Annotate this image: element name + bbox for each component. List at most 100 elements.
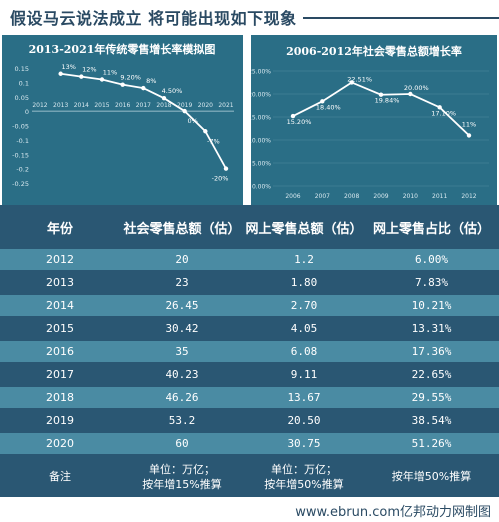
table-cell: 60 xyxy=(175,437,189,450)
chart1-xtick-label: 2014 xyxy=(74,102,89,109)
chart1-point xyxy=(79,74,84,79)
chart1-point xyxy=(58,71,63,76)
chart1-ytick-label: -0.05 xyxy=(12,123,29,131)
table-cell: 51.26% xyxy=(411,437,452,450)
chart1-point xyxy=(120,82,125,87)
table-cell: 40.23 xyxy=(165,368,199,381)
chart2-xtick-label: 2008 xyxy=(344,193,359,200)
headline: 假设马云说法成立 将可能出现如下现象 xyxy=(10,2,499,32)
chart2-point xyxy=(290,113,296,119)
chart2-point xyxy=(437,105,442,110)
chart1-data-label: 12% xyxy=(82,66,96,74)
headline-rule xyxy=(302,17,499,19)
table-cell: 23 xyxy=(175,276,189,289)
chart-traditional-retail-svg: 2013-2021年传统零售增长率模拟图 0.15 0.1 0.05 0 -0.05 -0.… xyxy=(12,42,234,188)
table-row: 2017 40.23 9.11 22.65% xyxy=(0,364,499,385)
table-row: 2018 46.26 13.67 29.55% xyxy=(0,387,499,408)
chart1-data-label: 0% xyxy=(188,117,198,125)
table-row: 2016 35 6.08 17.36% xyxy=(0,341,499,362)
table-cell: 29.55% xyxy=(411,391,452,404)
table-cell: 4.05 xyxy=(290,322,318,335)
chart1-xtick-label: 2021 xyxy=(218,102,233,109)
chart1-ytick-label: 0 xyxy=(25,108,29,116)
table-cell: 9.11 xyxy=(290,368,318,381)
chart2-ytick-label: 10.00% xyxy=(251,138,271,145)
chart2-data-label: 15.20% xyxy=(287,118,312,126)
chart2-xtick-label: 2012 xyxy=(461,193,476,200)
note-line: 按年增50%推算 xyxy=(264,477,344,491)
chart1-title: 2013-2021年传统零售增长率模拟图 xyxy=(29,42,216,56)
table-row: 2013 23 1.80 7.83% xyxy=(0,272,499,293)
table-cell: 2019 xyxy=(46,414,74,427)
table-cell: 2013 xyxy=(46,276,74,289)
table-cell: 2017 xyxy=(46,368,74,381)
table-cell: 2016 xyxy=(46,345,74,358)
chart1-data-label: 13% xyxy=(61,63,75,71)
chart1-xtick-label: 2016 xyxy=(115,102,130,109)
chart1-data-label: 8% xyxy=(146,77,156,85)
chart1-ytick-label: -0.15 xyxy=(12,151,29,159)
table-cell: 13.67 xyxy=(287,391,321,404)
table-cell: 46.26 xyxy=(165,391,199,404)
table-row: 2015 30.42 4.05 13.31% xyxy=(0,318,499,339)
table-row: 2012 20 1.2 6.00% xyxy=(0,249,499,270)
table-cell: 53.2 xyxy=(168,414,196,427)
chart2-data-label: 17.10% xyxy=(431,109,456,117)
table-cell: 20.50 xyxy=(287,414,321,427)
table-cell: 38.54% xyxy=(411,414,452,427)
table-header: 年份 社会零售总额（估） 网上零售总额（估） 网上零售占比（估） xyxy=(0,205,499,249)
table-cell: 单位：万亿； 按年增50%推算 xyxy=(244,456,364,497)
chart2-xtick-label: 2009 xyxy=(373,193,388,200)
chart2-point xyxy=(320,99,325,104)
note-line: 按年增15%推算 xyxy=(142,477,222,491)
chart2-point xyxy=(349,80,354,85)
chart1-data-label: 4.50% xyxy=(162,87,183,95)
table-cell: 7.83% xyxy=(414,276,449,289)
chart1-point xyxy=(223,166,229,171)
table-cell: 2014 xyxy=(46,299,74,312)
chart2-point xyxy=(408,91,413,97)
chart2-data-label: 22.51% xyxy=(347,75,372,83)
chart2-ytick-label: 5.00% xyxy=(252,161,271,168)
retail-table: 年份 社会零售总额（估） 网上零售总额（估） 网上零售占比（估） 2012 20 1.2 6.… xyxy=(0,205,499,497)
chart1-point xyxy=(141,85,146,91)
chart1-data-label: 11% xyxy=(103,69,117,77)
table-row: 2020 60 30.75 51.26% xyxy=(0,433,499,454)
table-row: 2014 26.45 2.70 10.21% xyxy=(0,295,499,316)
table-cell: 6.08 xyxy=(290,345,318,358)
chart1-xtick-label: 2015 xyxy=(94,102,109,109)
table-cell: 备注 xyxy=(49,470,71,483)
table-cell: 1.80 xyxy=(290,276,318,289)
footer-credit: www.ebrun.com亿邦动力网制图 xyxy=(295,504,491,520)
chart2-title: 2006-2012年社会零售总额增长率 xyxy=(286,44,462,58)
chart1-xtick-label: 2018 xyxy=(156,102,171,109)
table-cell: 10.21% xyxy=(411,299,452,312)
table-cell: 35 xyxy=(175,345,189,358)
chart2-ytick-label: 25.00% xyxy=(251,69,271,76)
table-cell: 26.45 xyxy=(165,299,199,312)
chart-social-retail: 2006-2012年社会零售总额增长率 0.00% 5.00% 10.00% 15.00… xyxy=(251,35,497,205)
chart1-point xyxy=(99,77,105,82)
table-note-row: 备注 单位：万亿； 按年增15%推算 单位：万亿； 按年增50%推算 按年增50%推算 xyxy=(0,456,499,497)
table-cell: 17.36% xyxy=(411,345,452,358)
chart2-xtick-label: 2010 xyxy=(403,193,418,200)
chart2-ytick-label: 20.00% xyxy=(251,92,271,99)
chart2-point xyxy=(378,92,384,97)
headline-text: 假设马云说法成立 将可能出现如下现象 xyxy=(10,9,297,28)
table-cell: 2015 xyxy=(46,322,74,335)
chart1-data-label: -20% xyxy=(212,175,229,183)
chart2-xtick-label: 2011 xyxy=(432,193,447,200)
table-cell: 20 xyxy=(175,253,189,266)
chart1-xtick-label: 2017 xyxy=(136,102,151,109)
chart1-xtick-label: 2020 xyxy=(198,102,213,109)
chart2-xtick-label: 2007 xyxy=(315,193,330,200)
note-line: 单位：万亿； xyxy=(271,462,337,476)
table-cell: 网上零售占比（估） xyxy=(372,221,490,237)
table-cell: 22.65% xyxy=(411,368,452,381)
table-cell: 单位：万亿； 按年增15%推算 xyxy=(120,456,244,497)
table-cell: 30.42 xyxy=(165,322,199,335)
chart1-data-label: -7% xyxy=(207,137,220,145)
chart2-point xyxy=(466,133,472,138)
chart1-data-label: 9.20% xyxy=(120,74,141,82)
chart1-ytick-label: -0.1 xyxy=(16,137,29,145)
